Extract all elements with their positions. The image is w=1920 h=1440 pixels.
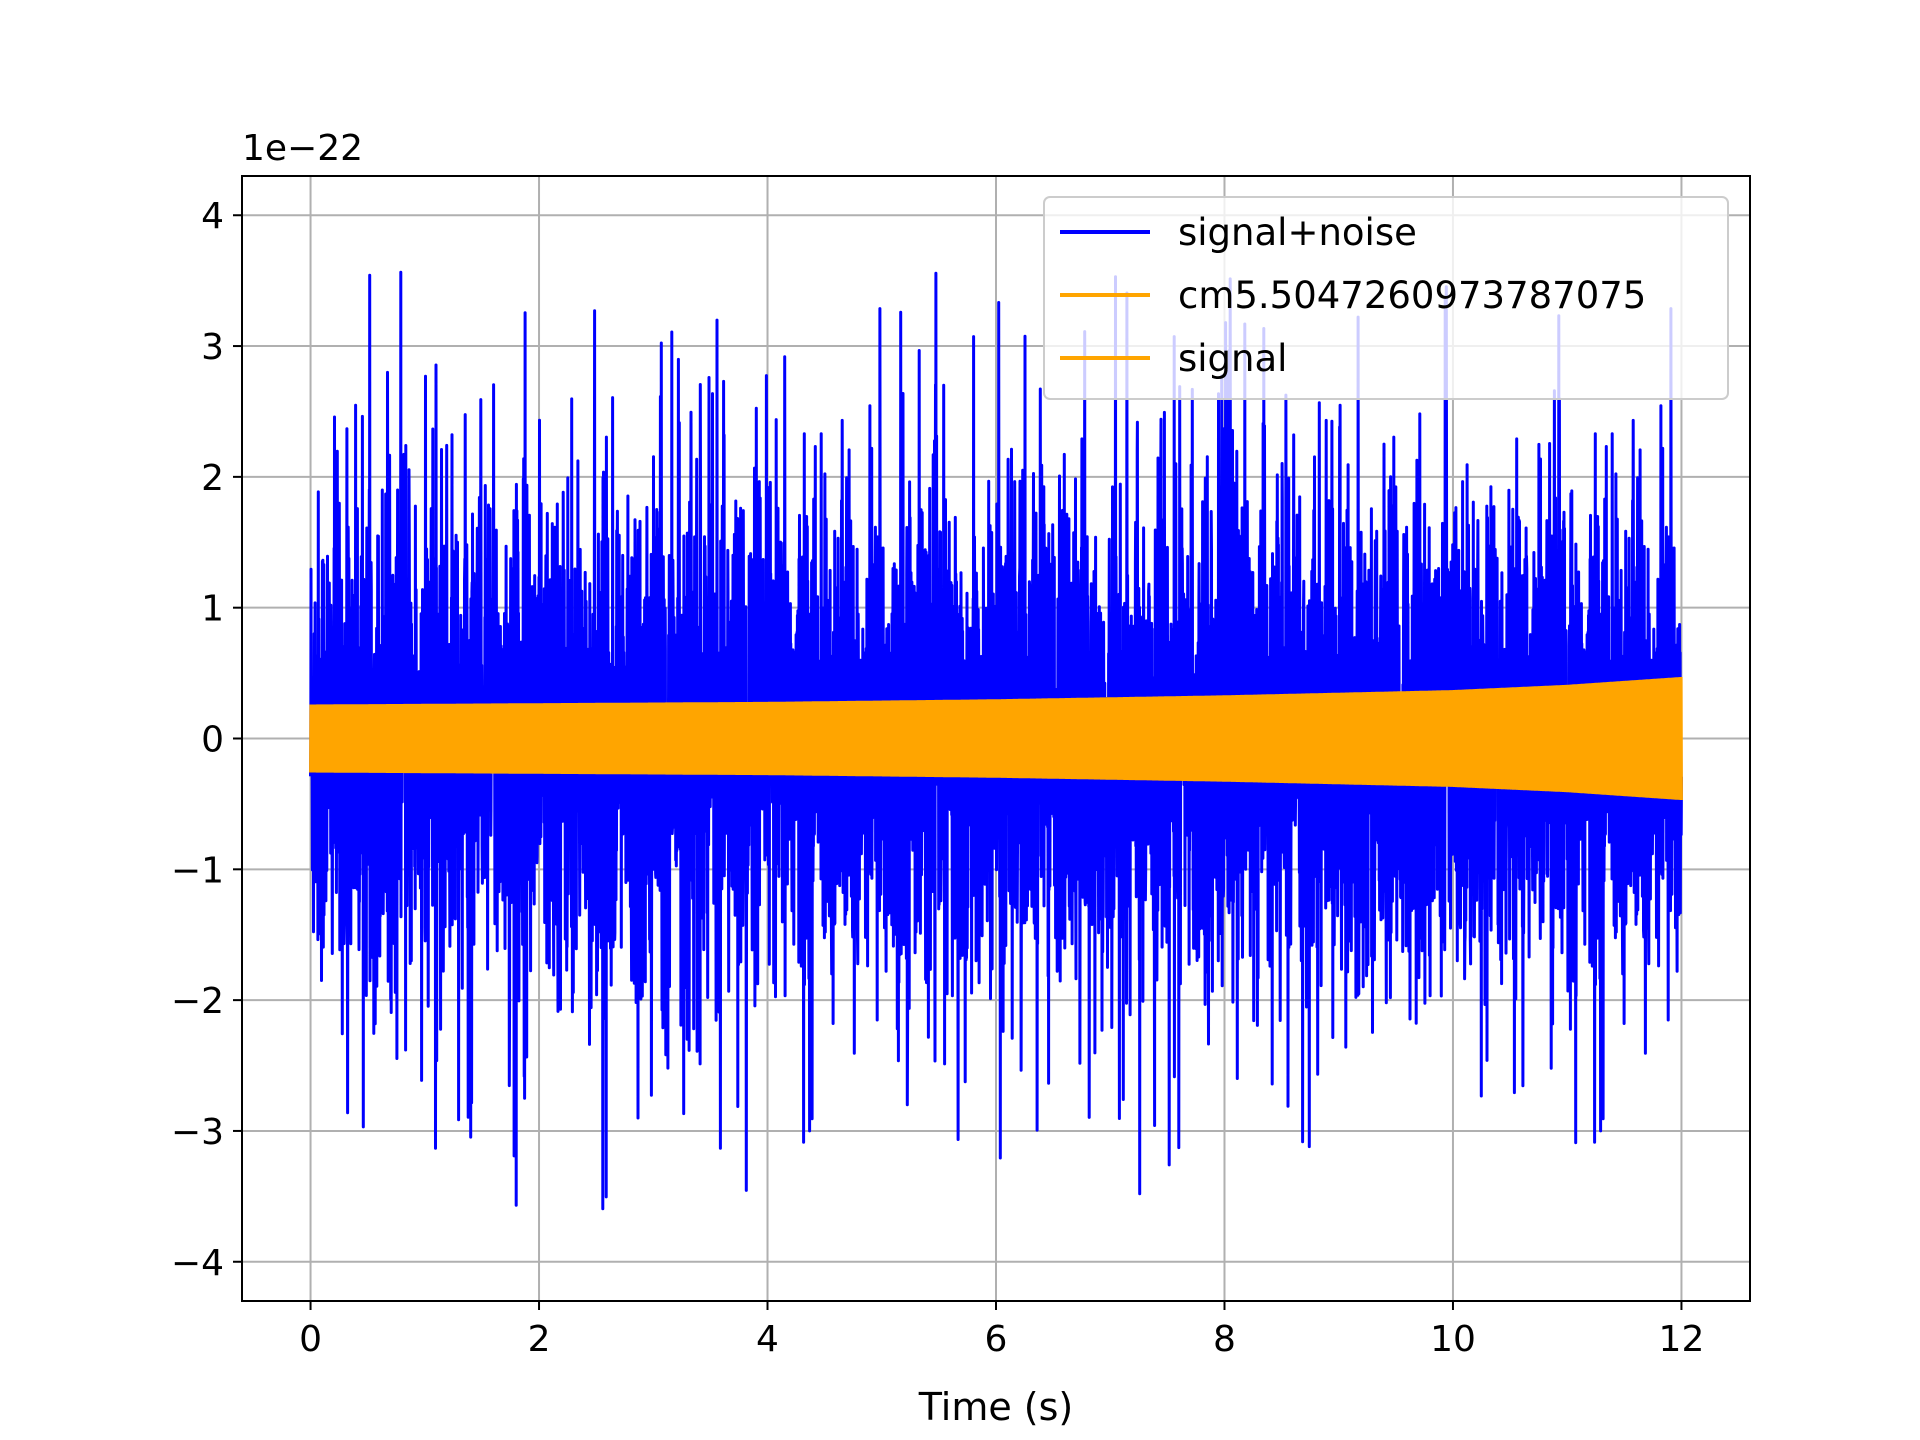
y-tick-label: −2	[171, 981, 224, 1022]
x-tick-label: 10	[1430, 1319, 1476, 1360]
y-tick-label: −4	[171, 1243, 224, 1284]
series-layer	[309, 270, 1683, 1211]
x-tick-label: 12	[1659, 1319, 1705, 1360]
y-tick-label: 1	[201, 589, 224, 630]
x-tick-label: 6	[985, 1319, 1008, 1360]
y-tick-label: 0	[201, 720, 224, 761]
y-tick-label: 2	[201, 458, 224, 499]
legend: signal+noise cm5.5047260973787075 signal	[1043, 196, 1729, 400]
legend-label: signal+noise	[1178, 211, 1417, 254]
y-tick-label: −3	[171, 1112, 224, 1153]
y-tick-label: −1	[171, 850, 224, 891]
legend-label: signal	[1178, 337, 1287, 380]
series-signal-line	[309, 676, 1683, 801]
legend-label: cm5.5047260973787075	[1178, 274, 1646, 317]
y-offset-label: 1e−22	[242, 128, 363, 169]
y-tick-label: 4	[201, 196, 224, 237]
x-axis-label: Time (s)	[918, 1385, 1074, 1429]
x-tick-label: 4	[756, 1319, 779, 1360]
x-tick-label: 8	[1213, 1319, 1236, 1360]
x-tick-label: 0	[299, 1319, 322, 1360]
x-tick-label: 2	[528, 1319, 551, 1360]
legend-box	[1043, 196, 1729, 400]
y-tick-label: 3	[201, 327, 224, 368]
